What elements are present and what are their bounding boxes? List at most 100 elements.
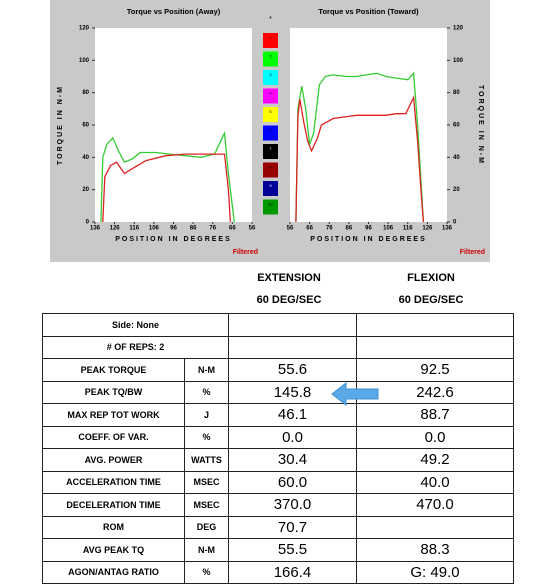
table-cell: MSEC xyxy=(184,493,229,517)
table-cell: 166.4 xyxy=(228,560,357,584)
table-row: # OF REPS: 2 xyxy=(42,335,514,359)
table-cell xyxy=(356,313,514,337)
table-cell: 0.0 xyxy=(356,425,514,449)
table-cell: % xyxy=(184,560,229,584)
table-cell: ROM xyxy=(42,515,185,539)
x-axis-label: POSITION IN DEGREES xyxy=(115,236,232,243)
table-cell: 49.2 xyxy=(356,448,514,472)
charts-panel: Torque vs Position (Away)020406080100120… xyxy=(50,0,490,262)
table-cell: 55.5 xyxy=(228,538,357,562)
legend-number: 3 xyxy=(269,72,272,77)
table-cell: Side: None xyxy=(42,313,229,337)
torque-line xyxy=(295,95,425,223)
x-tick-label: 106 xyxy=(149,226,160,232)
table-cell: 88.3 xyxy=(356,538,514,562)
y-tick-label: 60 xyxy=(453,123,460,129)
legend-number: 1 xyxy=(269,35,272,40)
x-tick-label: 126 xyxy=(422,226,433,232)
x-tick-label: 136 xyxy=(442,226,453,232)
torque-line xyxy=(100,130,235,223)
x-tick-label: 56 xyxy=(287,226,294,232)
table-cell: AGON/ANTAG RATIO xyxy=(42,560,185,584)
table-cell: 88.7 xyxy=(356,403,514,427)
table-cell: N-M xyxy=(184,358,229,382)
y-tick-label: 80 xyxy=(453,90,460,96)
table-row: ROM DEG 70.7 xyxy=(42,515,514,539)
table-cell: DECELERATION TIME xyxy=(42,493,185,517)
table-cell: J xyxy=(184,403,229,427)
table-row: AVG PEAK TQ N-M 55.5 88.3 xyxy=(42,538,514,562)
table-row: PEAK TQ/BW% 145.8 242.6 xyxy=(42,380,514,404)
table-cell: % xyxy=(184,425,229,449)
table-row: COEFF. OF VAR.% 0.0 0.0 xyxy=(42,425,514,449)
table-cell: MSEC xyxy=(184,470,229,494)
legend-box xyxy=(263,125,278,141)
arrow-shape xyxy=(331,381,379,407)
y-tick-label: 100 xyxy=(453,58,464,64)
table-cell: PEAK TQ/BW xyxy=(42,380,185,404)
table-cell: DEG xyxy=(184,515,229,539)
chart-title: Torque vs Position (Toward) xyxy=(318,7,419,16)
table-cell: WATTS xyxy=(184,448,229,472)
x-tick-label: 106 xyxy=(383,226,394,232)
x-tick-label: 136 xyxy=(90,226,101,232)
table-cell: 470.0 xyxy=(356,493,514,517)
table-cell: 370.0 xyxy=(228,493,357,517)
table-cell: 46.1 xyxy=(228,403,357,427)
plot-area xyxy=(95,28,252,222)
table-row: DECELERATION TIME MSEC 370.0 470.0 xyxy=(42,493,514,517)
x-tick-label: 126 xyxy=(110,226,121,232)
table-cell: 92.5 xyxy=(356,358,514,382)
plot-area xyxy=(290,28,447,222)
filtered-note: Filtered xyxy=(233,249,258,256)
extension-speed: 60 DEG/SEC xyxy=(256,294,322,306)
legend-box xyxy=(263,88,278,104)
y-axis-label: TORQUE IN N-M xyxy=(57,85,64,165)
table-cell: 55.6 xyxy=(228,358,357,382)
y-tick-label: 80 xyxy=(82,90,89,96)
legend-number: 2 xyxy=(269,54,272,59)
legend-box xyxy=(263,162,278,178)
table-cell: N-M xyxy=(184,538,229,562)
filtered-note: Filtered xyxy=(460,249,485,256)
y-tick-label: 100 xyxy=(79,58,90,64)
chart-title: Torque vs Position (Away) xyxy=(127,7,221,16)
x-tick-label: 66 xyxy=(306,226,313,232)
table-row: AVG. POWER WATTS 30.4 49.2 xyxy=(42,448,514,472)
table-cell: 242.6 xyxy=(356,380,514,404)
legend-box xyxy=(263,107,278,122)
x-tick-label: 96 xyxy=(170,226,177,232)
x-tick-label: 86 xyxy=(346,226,353,232)
table-cell xyxy=(228,335,357,359)
legend-number: 9 xyxy=(269,183,272,188)
legend-box xyxy=(263,51,278,67)
table-cell: COEFF. OF VAR. xyxy=(42,425,185,449)
table-cell: AVG. POWER xyxy=(42,448,185,472)
table-row: ACCELERATION TIME MSEC 60.0 40.0 xyxy=(42,470,514,494)
flexion-header: FLEXION xyxy=(407,272,455,284)
x-tick-label: 56 xyxy=(249,226,256,232)
table-cell xyxy=(228,313,357,337)
extension-header: EXTENSION xyxy=(257,272,321,284)
legend-box xyxy=(263,33,278,48)
legend-box xyxy=(263,199,278,215)
legend-number: 7 xyxy=(269,146,272,151)
x-tick-label: 66 xyxy=(229,226,236,232)
y-tick-label: 120 xyxy=(453,26,464,32)
table-cell: 60.0 xyxy=(228,470,357,494)
y-axis-label: TORQUE IN N-M xyxy=(477,85,484,165)
legend-number: 8 xyxy=(269,165,272,170)
legend-box xyxy=(263,144,278,159)
x-tick-label: 96 xyxy=(365,226,372,232)
torque-line xyxy=(102,153,232,223)
table-cell: PEAK TORQUE xyxy=(42,358,185,382)
table-cell: ACCELERATION TIME xyxy=(42,470,185,494)
x-axis-label: POSITION IN DEGREES xyxy=(310,236,427,243)
table-cell: % xyxy=(184,380,229,404)
table-cell: 0.0 xyxy=(228,425,357,449)
legend-number: 6 xyxy=(269,128,272,133)
table-cell xyxy=(356,335,514,359)
y-tick-label: 0 xyxy=(86,220,90,226)
table-cell: # OF REPS: 2 xyxy=(42,335,229,359)
y-tick-label: 20 xyxy=(82,187,89,193)
